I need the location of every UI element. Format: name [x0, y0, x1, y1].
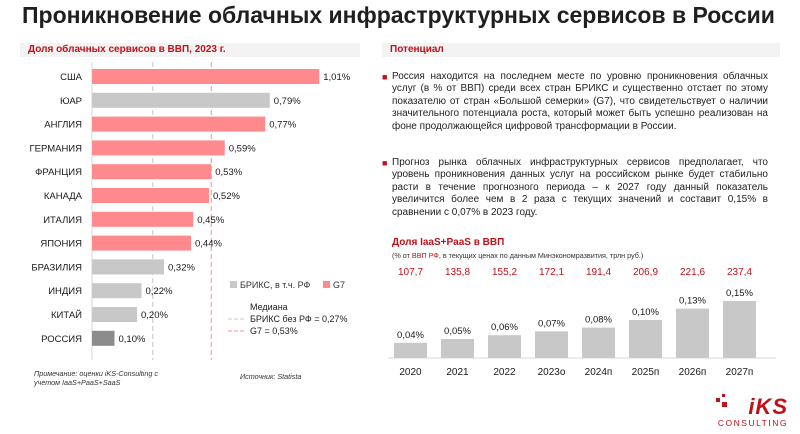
- legend-swatch-brics: [230, 281, 237, 288]
- bullet-marker: ■: [382, 72, 388, 82]
- value-label-5: 0,52%: [213, 191, 240, 202]
- bullet-text-1: Россия находится на последнем месте по у…: [392, 71, 768, 132]
- bar-7: [723, 301, 756, 358]
- iks-logo: iKS CONSULTING: [714, 394, 794, 430]
- year-label-6: 2026п: [679, 367, 707, 378]
- gdp-label-3: 172,1: [539, 267, 564, 278]
- country-share-chart: США 1,01% ЮАР 0,79% АНГЛИЯ 0,77% ГЕРМАНИЯ 0,59%…: [29, 62, 351, 360]
- value-label-7: 0,44%: [195, 239, 222, 250]
- category-label-2: АНГЛИЯ: [44, 120, 82, 131]
- logo-text: iKS: [748, 394, 788, 419]
- iaas-chart-note: (% от ВВП РФ, в текущих ценах по данным …: [392, 251, 643, 260]
- category-label-10: КИТАЙ: [51, 309, 82, 321]
- left-panel-heading: Доля облачных сервисов в ВВП, 2023 г.: [20, 43, 360, 57]
- bar-6: [92, 211, 194, 227]
- source-note: Источник: Statista: [240, 372, 302, 381]
- gdp-label-7: 237,4: [727, 267, 752, 278]
- value-label-10: 0,20%: [141, 310, 168, 321]
- value-label-2: 0,06%: [491, 322, 518, 333]
- bullet-paragraph-2: ■ Прогноз рынка облачных инфраструктурны…: [382, 157, 768, 219]
- bar-4: [582, 327, 615, 358]
- bar-0: [92, 69, 320, 84]
- bar-7: [92, 235, 191, 251]
- value-label-6: 0,13%: [679, 296, 706, 307]
- bullet-paragraph-1: ■ Россия находится на последнем месте по…: [382, 71, 768, 133]
- bar-5: [92, 188, 209, 203]
- gdp-label-0: 107,7: [398, 267, 423, 278]
- bar-1: [92, 92, 270, 108]
- bar-9: [92, 283, 142, 299]
- median-legend-title: Медиана: [250, 302, 288, 312]
- value-label-2: 0,77%: [269, 120, 296, 131]
- category-label-4: ФРАНЦИЯ: [35, 167, 82, 178]
- category-label-0: США: [60, 72, 83, 83]
- value-label-6: 0,45%: [197, 215, 224, 226]
- note-prefix: (% от: [392, 251, 412, 260]
- value-label-11: 0,10%: [119, 334, 146, 345]
- gdp-label-4: 191,4: [586, 267, 611, 278]
- bar-10: [92, 307, 137, 322]
- year-label-7: 2027п: [726, 367, 754, 378]
- gdp-label-1: 135,8: [445, 267, 470, 278]
- footnote: Примечание: оценки iKS-Consulting с учет…: [34, 369, 158, 387]
- iaas-share-chart: 107,7 0,04% 2020 135,8 0,05% 2021 155,2 0,06% 20…: [388, 267, 776, 378]
- value-label-4: 0,08%: [585, 315, 612, 326]
- category-label-6: ИТАЛИЯ: [43, 215, 82, 226]
- value-label-7: 0,15%: [726, 288, 753, 299]
- value-label-1: 0,05%: [444, 326, 471, 337]
- value-label-3: 0,59%: [229, 143, 256, 154]
- bar-2: [488, 335, 521, 358]
- category-label-8: БРАЗИЛИЯ: [31, 262, 82, 273]
- value-label-0: 0,04%: [397, 330, 424, 341]
- bullet-marker: ■: [382, 158, 388, 168]
- median-legend-brics: БРИКС без РФ = 0,27%: [250, 314, 348, 324]
- bar-11: [92, 330, 115, 346]
- bar-0: [394, 342, 427, 358]
- logo-subtext: CONSULTING: [717, 418, 788, 428]
- value-label-9: 0,22%: [146, 286, 173, 297]
- year-label-4: 2024п: [585, 367, 613, 378]
- right-panel-heading: Потенциал: [382, 43, 780, 57]
- page-title: Проникновение облачных инфраструктурных …: [22, 2, 775, 28]
- category-label-3: ГЕРМАНИЯ: [29, 143, 82, 154]
- gdp-label-2: 155,2: [492, 267, 517, 278]
- bar-2: [92, 116, 266, 132]
- year-label-2: 2022: [493, 367, 516, 378]
- bar-4: [92, 164, 212, 180]
- category-label-11: РОССИЯ: [41, 334, 82, 345]
- legend-label-brics: БРИКС, в т.ч. РФ: [240, 280, 311, 290]
- bullet-text-2: Прогноз рынка облачных инфраструктурных …: [392, 157, 768, 218]
- value-label-3: 0,07%: [538, 318, 565, 329]
- bar-3: [535, 331, 568, 358]
- value-label-4: 0,53%: [215, 167, 242, 178]
- gdp-label-6: 221,6: [680, 267, 705, 278]
- value-label-0: 1,01%: [323, 72, 350, 83]
- year-label-5: 2025п: [632, 367, 660, 378]
- value-label-5: 0,10%: [632, 307, 659, 318]
- category-label-1: ЮАР: [60, 96, 82, 107]
- value-label-1: 0,79%: [274, 96, 301, 107]
- legend-swatch-g7: [323, 281, 330, 288]
- note-gdp: ВВП РФ: [411, 251, 439, 260]
- category-label-9: ИНДИЯ: [48, 286, 82, 297]
- note-suffix: , в текущих ценах по данным Минэкономраз…: [438, 251, 644, 260]
- gdp-label-5: 206,9: [633, 267, 658, 278]
- year-label-0: 2020: [399, 367, 422, 378]
- value-label-8: 0,32%: [168, 262, 195, 273]
- bar-5: [629, 320, 662, 358]
- bar-8: [92, 259, 164, 275]
- median-legend-g7: G7 = 0,53%: [250, 326, 298, 336]
- year-label-3: 2023о: [538, 367, 566, 378]
- bar-1: [441, 339, 474, 358]
- iaas-chart-heading: Доля IaaS+PaaS в ВВП: [392, 237, 505, 248]
- year-label-1: 2021: [446, 367, 469, 378]
- category-label-5: КАНАДА: [44, 191, 83, 202]
- category-label-7: ЯПОНИЯ: [40, 239, 82, 250]
- bar-6: [676, 308, 709, 358]
- bar-3: [92, 140, 225, 156]
- legend-label-g7: G7: [333, 280, 345, 290]
